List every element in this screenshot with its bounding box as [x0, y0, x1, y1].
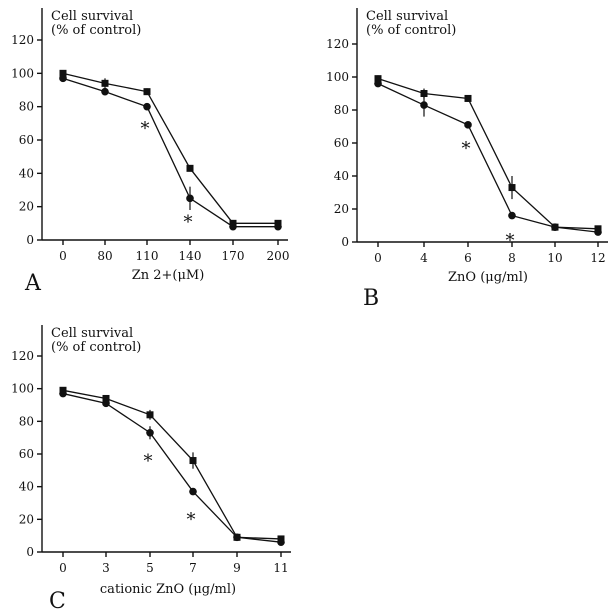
chart-panel-b: Cell survival(% of control)0204060801001…: [326, 8, 608, 311]
x-tick-label: 7: [189, 561, 197, 575]
significance-asterisk: *: [187, 510, 196, 531]
x-tick-label: 10: [547, 251, 562, 265]
y-tick-label: 60: [334, 136, 349, 150]
data-point-circle: [594, 228, 602, 236]
data-point-square: [59, 69, 67, 77]
data-point-circle: [143, 102, 151, 111]
data-point-circle: [233, 533, 241, 542]
y-axis-title: (% of control): [366, 23, 456, 38]
data-point-circle: [277, 538, 285, 546]
data-point-circle: [420, 101, 428, 109]
x-tick-label: 12: [590, 251, 605, 265]
x-tick-label: 0: [374, 251, 382, 265]
significance-asterisk: *: [184, 212, 193, 233]
y-axis-title: (% of control): [51, 23, 141, 38]
x-tick-label: 140: [179, 249, 202, 263]
panel-letter: A: [24, 271, 42, 296]
panel-letter: B: [363, 286, 379, 311]
x-tick-label: 0: [59, 561, 67, 575]
x-tick-label: 11: [273, 561, 288, 575]
data-point-square: [374, 75, 382, 83]
series-line-square: [62, 389, 282, 540]
chart-panel-a: Cell survival(% of control) 0 20 40 60 80 100 1…: [11, 8, 289, 296]
x-tick-label: 110: [136, 249, 159, 263]
data-point-circle: [146, 428, 154, 437]
data-point-circle: [59, 74, 67, 83]
x-tick-label: 6: [464, 251, 472, 265]
y-tick-label: 60: [19, 447, 34, 461]
data-point-circle: [186, 194, 194, 203]
y-tick-label: 100: [326, 70, 349, 84]
data-point-square: [508, 184, 516, 192]
x-tick-label: 3: [102, 561, 110, 575]
x-tick-label: 8: [508, 251, 516, 265]
data-point-square: [146, 411, 154, 419]
series-line-square: [62, 72, 278, 224]
data-point-circle: [59, 389, 67, 398]
y-axis-title: (% of control): [51, 340, 141, 355]
y-tick-label: 120: [11, 33, 34, 47]
y-tick-label: 60: [19, 133, 34, 147]
y-axis-title: Cell survival: [51, 326, 133, 341]
series-line-square: [377, 78, 599, 230]
data-point-square: [189, 457, 197, 465]
significance-asterisk: *: [462, 138, 471, 159]
data-point-circle: [508, 211, 516, 220]
x-axis-label: cationic ZnO (μg/ml): [100, 582, 236, 597]
data-point-circle: [274, 222, 282, 231]
x-tick-label: 80: [97, 249, 112, 263]
x-axis-label: ZnO (μg/ml): [448, 270, 528, 285]
y-tick-label: 80: [19, 100, 34, 114]
data-point-square: [102, 394, 110, 402]
y-tick-label: 0: [26, 233, 34, 247]
data-point-circle: [102, 399, 110, 408]
data-point-square: [101, 79, 109, 87]
y-tick-label: 0: [26, 545, 34, 559]
x-tick-label: 0: [59, 249, 67, 263]
y-tick-label: 100: [11, 66, 34, 80]
x-tick-label: 170: [222, 249, 245, 263]
data-point-circle: [229, 222, 237, 231]
data-point-square: [464, 94, 472, 102]
y-tick-label: 120: [11, 349, 34, 363]
y-axis-title: Cell survival: [366, 9, 448, 24]
data-point-square: [143, 88, 151, 96]
y-tick-label: 20: [19, 512, 34, 526]
chart-panel-c: Cell survival(% of control) 0 20 40 60 80 100 1…: [11, 325, 291, 612]
significance-asterisk: *: [144, 451, 153, 472]
significance-asterisk: *: [506, 231, 515, 252]
y-tick-label: 40: [19, 166, 34, 180]
y-tick-label: 40: [19, 480, 34, 494]
y-axis-title: Cell survival: [51, 9, 133, 24]
significance-asterisk: *: [141, 119, 150, 140]
x-tick-label: 5: [146, 561, 154, 575]
data-point-circle: [101, 87, 109, 96]
data-point-circle: [374, 79, 382, 88]
y-tick-label: 0: [341, 235, 349, 249]
series-line-circle: [62, 77, 278, 228]
y-tick-label: 20: [19, 200, 34, 214]
x-tick-label: 4: [420, 251, 428, 265]
y-tick-label: 80: [19, 414, 34, 428]
data-point-circle: [551, 223, 559, 231]
data-point-circle: [189, 487, 197, 496]
panel-letter: C: [49, 589, 66, 612]
x-tick-label: 9: [233, 561, 241, 575]
y-tick-label: 20: [334, 202, 349, 216]
y-tick-label: 100: [11, 382, 34, 396]
data-point-circle: [464, 121, 472, 129]
data-point-square: [186, 164, 194, 172]
x-axis-label: Zn 2+(μM): [132, 268, 205, 283]
y-tick-label: 120: [326, 37, 349, 51]
x-tick-label: 200: [267, 249, 290, 263]
y-tick-label: 40: [334, 169, 349, 183]
series-line-circle: [377, 83, 599, 233]
series-line-circle: [62, 392, 282, 543]
y-tick-label: 80: [334, 103, 349, 117]
